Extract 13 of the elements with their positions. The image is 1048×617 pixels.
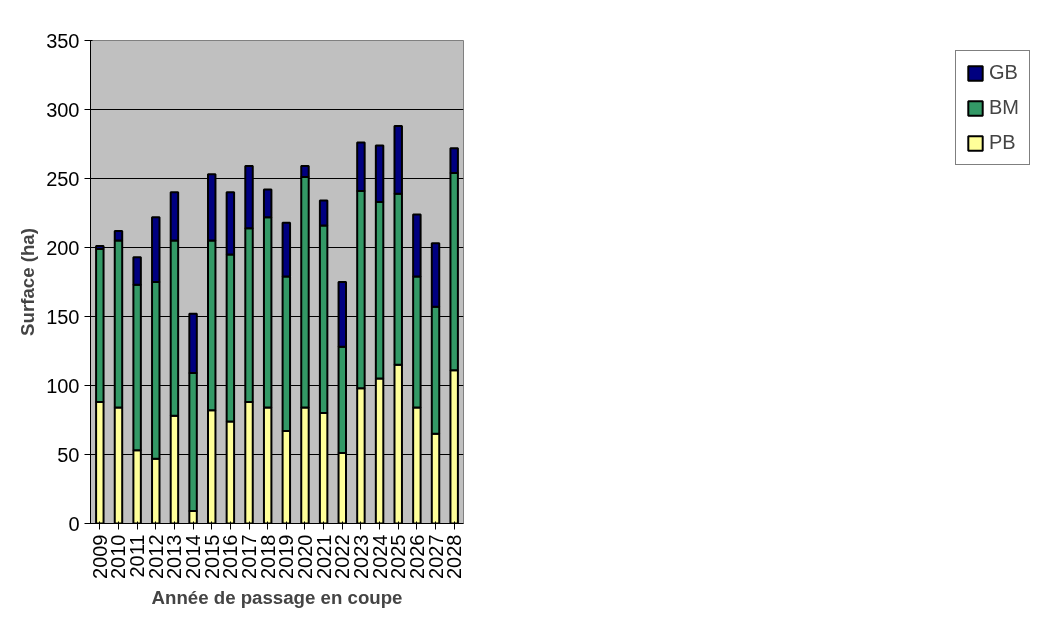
y-tick-label: 100: [46, 374, 80, 397]
legend-label: PB: [989, 131, 1016, 154]
y-tick-label: 350: [46, 29, 80, 52]
y-tick-label: 250: [46, 167, 80, 190]
x-axis-title: Année de passage en coupe: [151, 586, 403, 608]
y-tick-label: 150: [46, 305, 80, 328]
y-tick-label: 50: [57, 443, 80, 466]
legend-label: BM: [989, 96, 1019, 119]
y-tick-label: 200: [46, 236, 80, 259]
y-tick-label: 0: [68, 512, 80, 535]
legend-label: GB: [989, 61, 1018, 84]
y-axis-title: Surface (ha): [17, 228, 39, 336]
y-tick-label: 300: [46, 98, 80, 121]
